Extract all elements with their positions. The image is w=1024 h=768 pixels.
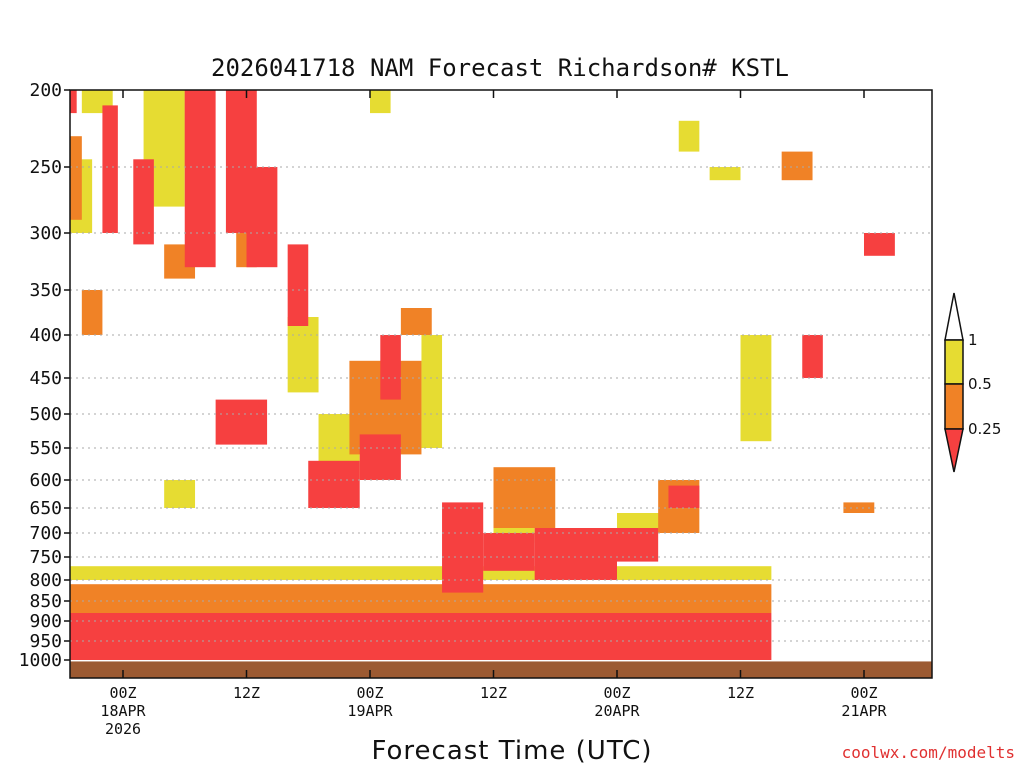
x-tick-label-0-2: 2026 <box>105 720 141 738</box>
x-tick-label-48-0: 00Z <box>603 684 630 702</box>
x-axis-label: Forecast Time (UTC) <box>371 736 652 766</box>
chart-title: 2026041718 NAM Forecast Richardson# KSTL <box>211 54 789 82</box>
ri-cell-2-10 <box>678 120 700 152</box>
x-tick-label-72-0: 00Z <box>850 684 877 702</box>
y-tick-label-550: 550 <box>29 438 62 459</box>
y-tick-label-650: 650 <box>29 498 62 519</box>
ri-cell-0-16 <box>802 335 823 378</box>
legend-swatch-orange <box>944 383 964 430</box>
legend-swatch-yellow <box>944 339 964 385</box>
y-tick-label-900: 900 <box>29 611 62 632</box>
ground-layer <box>70 661 932 678</box>
ri-cell-1-7 <box>493 467 556 528</box>
y-tick-label-850: 850 <box>29 591 62 612</box>
ri-cell-0-13 <box>534 528 617 580</box>
ri-cell-2-4 <box>287 317 319 393</box>
y-tick-label-300: 300 <box>29 223 62 244</box>
legend-arrow-top <box>944 292 964 341</box>
ri-cell-0-7 <box>215 399 268 445</box>
ri-cell-2-12 <box>740 335 772 442</box>
y-tick-label-800: 800 <box>29 570 62 591</box>
x-tick-label-48-1: 20APR <box>594 702 640 720</box>
ri-cell-2-3 <box>164 480 196 508</box>
ri-cell-2-11 <box>709 167 741 181</box>
x-tick-label-36-0: 12Z <box>480 684 507 702</box>
y-tick-label-750: 750 <box>29 547 62 568</box>
ri-cell-0-12 <box>483 533 535 571</box>
ri-cell-0-0 <box>70 90 77 114</box>
ri-cell-1-11 <box>70 584 772 613</box>
ri-cell-0-17 <box>864 233 895 256</box>
legend-label-025: 0.25 <box>968 420 1001 438</box>
ri-cell-0-6 <box>287 244 309 326</box>
heatmap-cells <box>70 90 895 660</box>
y-tick-label-700: 700 <box>29 523 62 544</box>
y-axis: 200 250 300 350 400 450 500 550 600 650 700 7508008… <box>19 80 70 671</box>
ri-cell-0-3 <box>184 90 216 268</box>
y-tick-label-600: 600 <box>29 470 62 491</box>
color-legend: 1 0.5 0.25 <box>944 292 1001 473</box>
legend-label-1: 1 <box>968 331 978 349</box>
x-tick-label-0-0: 00Z <box>109 684 136 702</box>
x-tick-label-0-1: 18APR <box>100 702 146 720</box>
ri-cell-0-15 <box>668 485 700 508</box>
x-tick-label-24-1: 19APR <box>347 702 393 720</box>
ri-cell-1-1 <box>81 290 103 335</box>
ri-cell-1-0 <box>70 136 82 220</box>
y-tick-label-500: 500 <box>29 404 62 425</box>
ri-cell-0-5 <box>246 167 278 268</box>
y-tick-label-450: 450 <box>29 368 62 389</box>
ri-cell-0-11 <box>442 502 484 593</box>
ri-cell-1-9 <box>781 151 813 181</box>
ri-cell-0-18 <box>70 613 772 660</box>
ri-cell-0-8 <box>308 460 360 508</box>
ri-cell-1-6 <box>400 308 432 335</box>
credit-link[interactable]: coolwx.com/modelts <box>842 743 1015 762</box>
y-tick-label-400: 400 <box>29 325 62 346</box>
y-tick-label-950: 950 <box>29 631 62 652</box>
ri-cell-0-10 <box>380 335 401 400</box>
y-tick-label-250: 250 <box>29 157 62 178</box>
ri-cell-1-10 <box>843 502 875 513</box>
legend-arrow-bottom <box>944 428 964 473</box>
y-tick-label-350: 350 <box>29 280 62 301</box>
x-tick-label-72-1: 21APR <box>841 702 887 720</box>
ri-cell-0-1 <box>102 105 118 233</box>
ri-cell-2-13 <box>70 566 772 580</box>
ri-cell-0-2 <box>133 159 154 245</box>
plot-frame <box>69 89 933 679</box>
x-tick-label-60-0: 12Z <box>727 684 754 702</box>
y-tick-label-200: 200 <box>29 80 62 101</box>
ri-cell-0-9 <box>359 434 401 480</box>
ri-cell-0-14 <box>617 528 659 562</box>
ri-cell-2-7 <box>421 335 443 448</box>
legend-label-05: 0.5 <box>968 375 992 393</box>
x-tick-label-12-0: 12Z <box>233 684 260 702</box>
ri-cell-2-6 <box>370 90 391 114</box>
y-tick-label-1000: 1000 <box>19 650 62 671</box>
x-tick-label-24-0: 00Z <box>356 684 383 702</box>
